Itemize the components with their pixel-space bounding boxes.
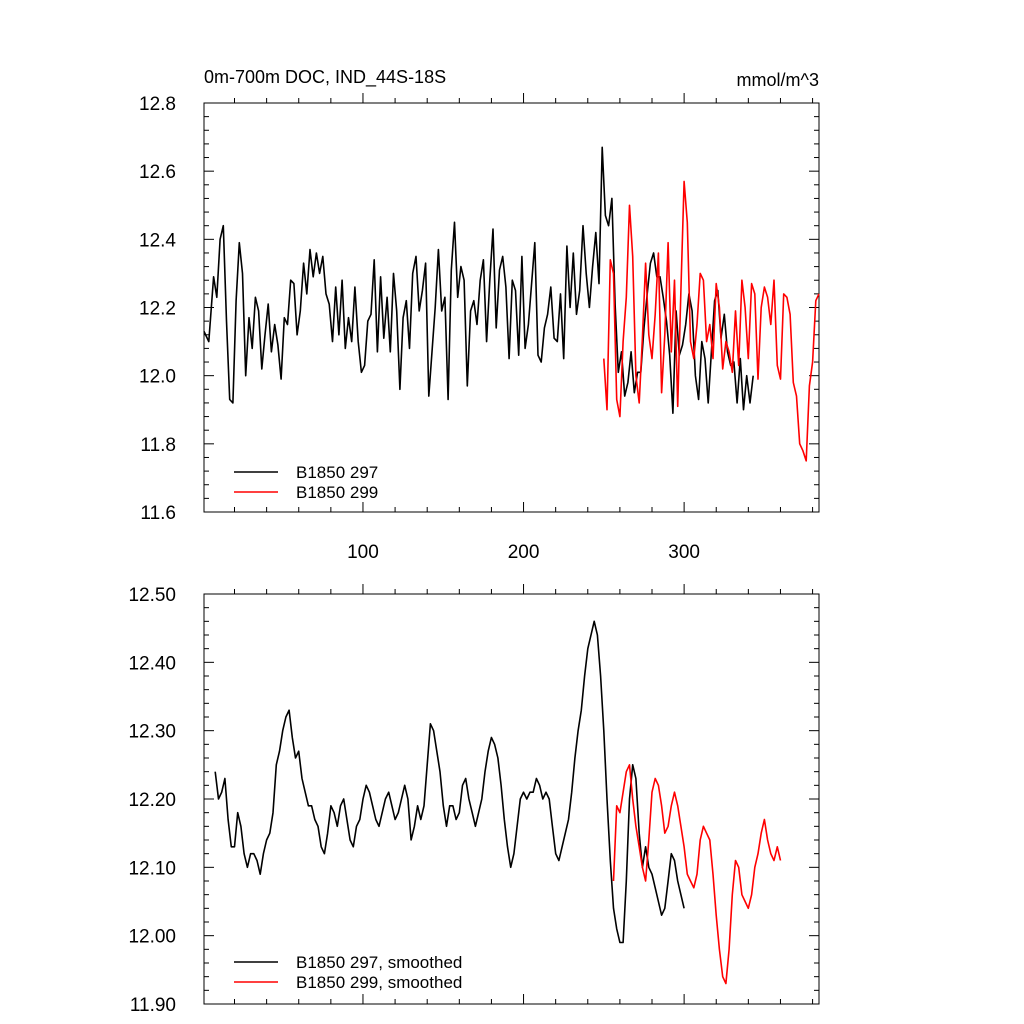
y-tick-label: 11.8 — [140, 435, 176, 456]
y-tick-label: 12.6 — [139, 162, 176, 183]
series-line-b1850-299 — [603, 180, 820, 462]
bottom-legend: B1850 297, smoothed B1850 299, smoothed — [234, 953, 462, 992]
series-line-b1850-299-smoothed — [612, 764, 782, 985]
top-panel: 11.6 11.8 12.0 12.2 12.4 12.6 12.8 100 200 300 0m… — [139, 67, 820, 563]
series-line-b1850-297-smoothed — [214, 620, 685, 944]
top-legend: B1850 297 B1850 299 — [234, 463, 378, 502]
y-tick-label: 12.20 — [128, 790, 176, 811]
y-tick-label: 11.6 — [140, 503, 176, 524]
y-tick-label: 11.90 — [130, 995, 176, 1016]
y-tick-label: 12.50 — [128, 585, 176, 606]
bottom-lines — [214, 620, 782, 985]
bottom-ticks: 11.90 12.00 12.10 12.20 12.30 12.40 12.50 — [128, 584, 819, 1016]
x-tick-label: 200 — [508, 542, 540, 563]
y-tick-label: 12.8 — [139, 94, 176, 115]
top-lines — [203, 146, 820, 462]
y-tick-label: 12.00 — [128, 927, 176, 948]
y-tick-label: 12.10 — [128, 858, 176, 879]
top-ticks: 11.6 11.8 12.0 12.2 12.4 12.6 12.8 100 200 300 — [139, 93, 819, 563]
series-line-b1850-297 — [203, 146, 754, 414]
y-tick-label: 12.30 — [128, 722, 176, 743]
legend-label-b1850-299-smoothed: B1850 299, smoothed — [296, 973, 462, 992]
legend-label-b1850-299: B1850 299 — [296, 483, 378, 502]
x-tick-label: 100 — [347, 542, 379, 563]
y-tick-label: 12.0 — [139, 367, 176, 388]
bottom-panel: 11.90 12.00 12.10 12.20 12.30 12.40 12.50 B185… — [128, 584, 820, 1016]
legend-label-b1850-297: B1850 297 — [296, 463, 378, 482]
bottom-plot-frame — [203, 593, 820, 1005]
legend-label-b1850-297-smoothed: B1850 297, smoothed — [296, 953, 462, 972]
y-tick-label: 12.4 — [139, 230, 176, 251]
y-tick-label: 12.40 — [128, 653, 176, 674]
y-tick-label: 12.2 — [139, 299, 176, 320]
chart-title: 0m-700m DOC, IND_44S-18S — [204, 67, 446, 88]
x-tick-label: 300 — [668, 542, 700, 563]
units-label: mmol/m^3 — [737, 70, 819, 90]
